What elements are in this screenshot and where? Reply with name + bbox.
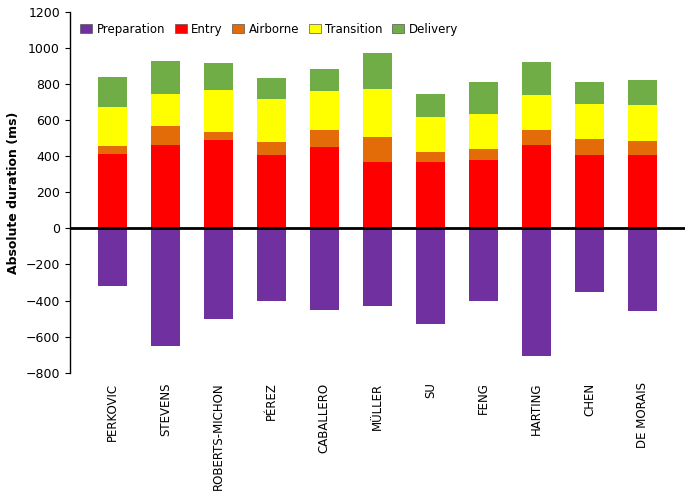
Bar bbox=[469, 160, 498, 229]
Bar bbox=[416, 152, 445, 162]
Bar bbox=[522, 130, 551, 146]
Bar bbox=[628, 105, 657, 141]
Bar bbox=[98, 77, 127, 107]
Bar bbox=[151, 61, 180, 94]
Bar bbox=[98, 155, 127, 229]
Bar bbox=[575, 156, 604, 229]
Bar bbox=[257, 78, 286, 99]
Bar bbox=[628, 81, 657, 105]
Bar bbox=[98, 229, 127, 286]
Bar bbox=[310, 229, 339, 310]
Bar bbox=[203, 63, 233, 89]
Bar bbox=[203, 132, 233, 140]
Bar bbox=[257, 156, 286, 229]
Bar bbox=[416, 162, 445, 229]
Bar bbox=[363, 88, 392, 137]
Bar bbox=[628, 229, 657, 312]
Bar bbox=[310, 91, 339, 130]
Bar bbox=[522, 95, 551, 130]
Bar bbox=[310, 130, 339, 147]
Bar bbox=[151, 229, 180, 345]
Bar bbox=[257, 142, 286, 156]
Bar bbox=[257, 229, 286, 301]
Bar bbox=[363, 137, 392, 162]
Legend: Preparation, Entry, Airborne, Transition, Delivery: Preparation, Entry, Airborne, Transition… bbox=[75, 18, 463, 40]
Bar bbox=[522, 62, 551, 95]
Bar bbox=[98, 107, 127, 146]
Bar bbox=[98, 146, 127, 155]
Bar bbox=[310, 147, 339, 229]
Bar bbox=[575, 229, 604, 292]
Bar bbox=[416, 117, 445, 152]
Bar bbox=[203, 140, 233, 229]
Bar bbox=[575, 83, 604, 104]
Bar bbox=[257, 99, 286, 142]
Bar bbox=[416, 94, 445, 117]
Bar bbox=[575, 139, 604, 156]
Bar bbox=[416, 229, 445, 324]
Bar bbox=[151, 94, 180, 126]
Bar bbox=[469, 229, 498, 301]
Bar bbox=[469, 114, 498, 149]
Bar bbox=[203, 89, 233, 132]
Bar bbox=[628, 156, 657, 229]
Bar bbox=[203, 229, 233, 319]
Bar bbox=[363, 162, 392, 229]
Bar bbox=[363, 54, 392, 88]
Bar bbox=[575, 104, 604, 139]
Bar bbox=[522, 146, 551, 229]
Bar bbox=[310, 69, 339, 91]
Bar bbox=[151, 126, 180, 146]
Bar bbox=[151, 146, 180, 229]
Bar bbox=[469, 149, 498, 160]
Bar bbox=[522, 229, 551, 356]
Bar bbox=[628, 141, 657, 156]
Y-axis label: Absolute duration (ms): Absolute duration (ms) bbox=[7, 111, 20, 273]
Bar bbox=[469, 83, 498, 114]
Bar bbox=[363, 229, 392, 306]
